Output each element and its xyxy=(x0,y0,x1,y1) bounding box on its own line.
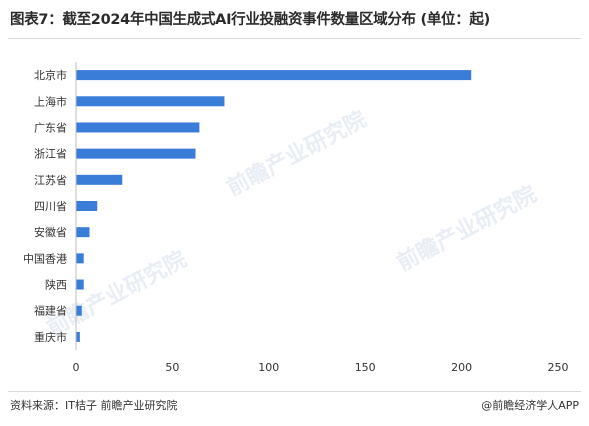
chart-title: 图表7：截至2024年中国生成式AI行业投融资事件数量区域分布 (单位：起) xyxy=(10,12,490,28)
title-divider xyxy=(8,38,581,39)
x-tick-label: 100 xyxy=(258,361,279,374)
category-label: 上海市 xyxy=(34,94,67,108)
category-label: 四川省 xyxy=(34,200,67,213)
source-note: 资料来源：IT桔子 前瞻产业研究院 xyxy=(10,399,178,412)
bar-2 xyxy=(76,96,225,107)
bar-8 xyxy=(76,253,84,264)
bar-6 xyxy=(76,201,98,211)
x-axis-labels: 0 50 100 150 200 250 xyxy=(73,361,569,374)
bar-1 xyxy=(76,70,472,81)
category-label: 安徽省 xyxy=(34,225,67,239)
category-label: 江苏省 xyxy=(34,174,67,187)
watermark-text: 前瞻产业研究院 xyxy=(393,181,541,276)
category-label: 重庆市 xyxy=(34,330,67,344)
category-label: 中国香港 xyxy=(23,252,67,265)
category-label: 福建省 xyxy=(34,304,67,318)
bar-group xyxy=(76,70,472,342)
x-tick-label: 250 xyxy=(548,361,569,374)
bar-3 xyxy=(76,122,200,133)
bar-7 xyxy=(76,227,90,238)
bar-4 xyxy=(76,148,196,159)
bar-11 xyxy=(76,331,80,342)
x-tick-label: 200 xyxy=(451,361,472,374)
watermark-text: 前瞻产业研究院 xyxy=(223,106,371,201)
bar-9 xyxy=(76,279,84,290)
bar-10 xyxy=(76,305,82,316)
category-label: 陕西 xyxy=(45,278,67,292)
brand-credit: @前瞻经济学人APP xyxy=(481,399,579,412)
footer-divider xyxy=(8,391,581,392)
category-label: 北京市 xyxy=(34,68,67,82)
category-label: 广东省 xyxy=(34,121,67,134)
x-tick-label: 50 xyxy=(165,361,179,374)
bar-5 xyxy=(76,174,123,185)
x-tick-label: 0 xyxy=(73,361,80,374)
category-label: 浙江省 xyxy=(34,148,67,161)
x-tick-label: 150 xyxy=(355,361,376,374)
